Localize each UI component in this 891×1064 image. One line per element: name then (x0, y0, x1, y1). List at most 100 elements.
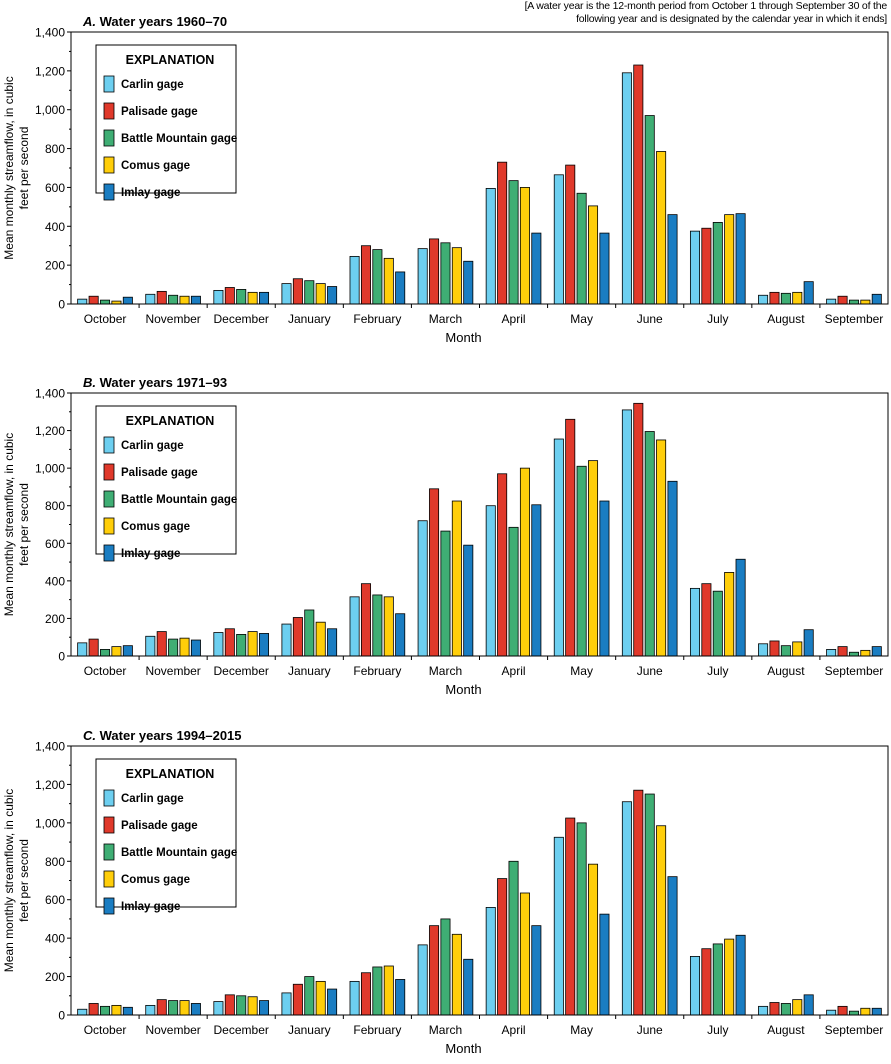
panel-letter: C. (83, 728, 96, 743)
y-axis-label: Mean monthly streamflow, in cubicfeet pe… (2, 789, 31, 972)
panel-title-text: Water years 1994–2015 (96, 728, 242, 743)
bar-palisade-gage-april (497, 473, 508, 657)
plot-frame (70, 31, 889, 305)
x-tick-label: January (288, 1023, 331, 1037)
bar-battle-mountain-gage-january (304, 280, 315, 305)
bar-carlin-gage-august (758, 1005, 769, 1016)
y-tick-label: 600 (45, 181, 65, 195)
bar-palisade-gage-march (429, 488, 440, 657)
bar-carlin-gage-february (349, 596, 360, 657)
bar-imlay-gage-september (871, 293, 882, 305)
bar-carlin-gage-january (281, 992, 292, 1016)
bar-palisade-gage-october (88, 638, 99, 657)
bar-battle-mountain-gage-april (508, 860, 519, 1016)
bar-battle-mountain-gage-january (304, 976, 315, 1016)
panel-letter: A. (82, 14, 96, 29)
bar-carlin-gage-february (349, 255, 360, 305)
bar-comus-gage-february (383, 596, 394, 657)
x-tick-label: October (84, 1023, 127, 1037)
bar-imlay-gage-march (463, 544, 474, 657)
bar-battle-mountain-gage-september (848, 299, 859, 305)
bar-battle-mountain-gage-july (712, 221, 723, 305)
bar-battle-mountain-gage-october (100, 1005, 111, 1016)
y-tick-label: 400 (45, 932, 65, 946)
bar-palisade-gage-december (224, 628, 235, 657)
x-tick-label: June (637, 312, 663, 326)
legend-label: Imlay gage (121, 548, 180, 560)
chart-title: A. Water years 1960–70 (82, 14, 227, 29)
bar-palisade-gage-february (360, 972, 371, 1016)
bar-battle-mountain-gage-july (712, 590, 723, 657)
bar-imlay-gage-july (735, 213, 746, 305)
bar-comus-gage-september (860, 649, 871, 657)
bar-battle-mountain-gage-july (712, 943, 723, 1016)
bar-palisade-gage-july (701, 583, 712, 657)
bar-carlin-gage-february (349, 980, 360, 1016)
bar-palisade-gage-august (769, 640, 780, 657)
legend-label: Battle Mountain gage (121, 847, 237, 859)
x-axis-label: Month (445, 330, 481, 345)
bar-battle-mountain-gage-december (236, 995, 247, 1016)
y-tick-label: 800 (45, 855, 65, 869)
bar-palisade-gage-september (837, 295, 848, 305)
legend: EXPLANATION Carlin gage Palisade gage Battl… (95, 405, 237, 562)
bar-palisade-gage-june (633, 64, 644, 305)
bar-palisade-gage-may (565, 418, 576, 657)
bar-comus-gage-september (860, 1007, 871, 1016)
bar-imlay-gage-january (327, 286, 338, 305)
x-axis-label: Month (445, 682, 481, 697)
legend-swatch (103, 897, 115, 915)
chart-panel-a: A. Water years 1960–70 0 200 400 600 800 1,000… (2, 14, 889, 345)
bar-palisade-gage-august (769, 1002, 780, 1016)
bar-carlin-gage-september (826, 1009, 837, 1016)
y-axis-label-line-1: Mean monthly streamflow, in cubic (2, 76, 16, 259)
bar-palisade-gage-october (88, 295, 99, 305)
bar-battle-mountain-gage-december (236, 289, 247, 305)
x-tick-label: June (637, 664, 663, 678)
plot-frame (70, 745, 889, 1016)
bar-carlin-gage-july (689, 230, 700, 305)
bar-carlin-gage-september (826, 298, 837, 305)
bar-carlin-gage-may (553, 174, 564, 305)
bar-comus-gage-august (792, 999, 803, 1016)
bar-palisade-gage-november (156, 999, 167, 1016)
bar-imlay-gage-september (871, 646, 882, 657)
bar-battle-mountain-gage-march (440, 530, 451, 657)
y-tick-label: 200 (45, 259, 65, 273)
y-axis-label: Mean monthly streamflow, in cubicfeet pe… (2, 76, 31, 259)
legend-swatch (103, 789, 115, 807)
bar-carlin-gage-july (689, 587, 700, 657)
bar-carlin-gage-august (758, 294, 769, 305)
bar-carlin-gage-october (77, 642, 88, 657)
legend-label: Palisade gage (121, 467, 198, 479)
bar-comus-gage-june (656, 151, 667, 305)
bar-battle-mountain-gage-may (576, 822, 587, 1016)
bar-comus-gage-march (451, 500, 462, 657)
x-tick-label: January (288, 312, 331, 326)
bar-imlay-gage-may (599, 500, 610, 657)
bar-palisade-gage-july (701, 948, 712, 1016)
bar-battle-mountain-gage-september (848, 651, 859, 657)
x-tick-label: September (825, 312, 884, 326)
legend-label: Carlin gage (121, 79, 184, 91)
y-tick-label: 1,200 (35, 64, 65, 78)
bar-imlay-gage-august (803, 629, 814, 657)
bar-comus-gage-november (179, 1000, 190, 1016)
bar-comus-gage-february (383, 965, 394, 1016)
panel-title-text: Water years 1960–70 (96, 14, 227, 29)
bar-carlin-gage-december (213, 632, 224, 657)
bar-battle-mountain-gage-april (508, 180, 519, 305)
bar-imlay-gage-august (803, 994, 814, 1016)
bar-imlay-gage-september (871, 1007, 882, 1016)
x-tick-label: August (767, 664, 805, 678)
bar-palisade-gage-may (565, 817, 576, 1016)
bar-carlin-gage-december (213, 289, 224, 305)
bar-imlay-gage-december (259, 1000, 270, 1016)
legend-label: Comus gage (121, 874, 190, 886)
legend: EXPLANATION Carlin gage Palisade gage Battl… (95, 44, 237, 201)
x-tick-label: May (570, 664, 593, 678)
legend-swatch (103, 870, 115, 888)
bar-battle-mountain-gage-august (780, 645, 791, 657)
y-axis-label-line-2: feet per second (17, 839, 31, 922)
